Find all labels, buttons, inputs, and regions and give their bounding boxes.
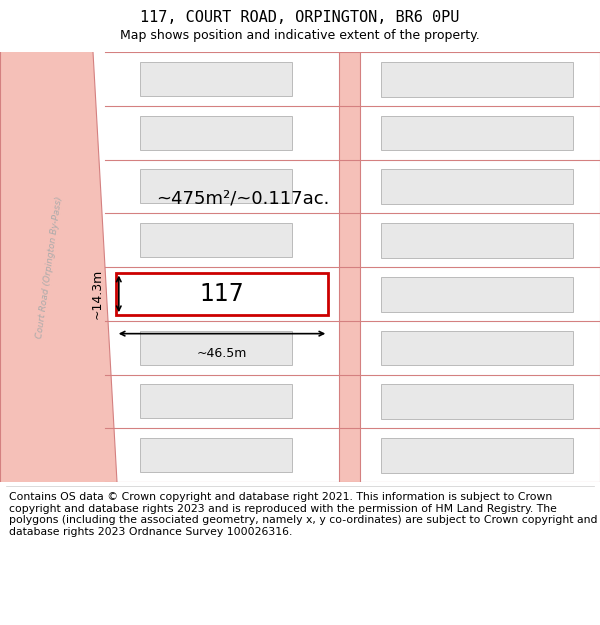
Bar xyxy=(140,331,292,364)
Bar xyxy=(140,438,292,472)
Bar xyxy=(381,277,573,312)
Text: Map shows position and indicative extent of the property.: Map shows position and indicative extent… xyxy=(120,29,480,42)
Text: 117: 117 xyxy=(200,282,244,306)
Bar xyxy=(381,223,573,258)
Bar xyxy=(381,438,573,473)
Text: Contains OS data © Crown copyright and database right 2021. This information is : Contains OS data © Crown copyright and d… xyxy=(9,492,598,537)
Text: 117, COURT ROAD, ORPINGTON, BR6 0PU: 117, COURT ROAD, ORPINGTON, BR6 0PU xyxy=(140,11,460,26)
Bar xyxy=(339,52,360,482)
Bar xyxy=(116,272,328,315)
Bar xyxy=(140,384,292,418)
Bar xyxy=(381,331,573,366)
Bar xyxy=(381,169,573,204)
Text: ~46.5m: ~46.5m xyxy=(197,346,247,359)
Text: ~14.3m: ~14.3m xyxy=(91,269,104,319)
Bar xyxy=(140,169,292,203)
Bar xyxy=(140,223,292,257)
Bar xyxy=(381,62,573,97)
Text: ~475m²/~0.117ac.: ~475m²/~0.117ac. xyxy=(156,189,329,208)
Bar xyxy=(381,384,573,419)
Bar xyxy=(140,116,292,149)
Bar xyxy=(140,62,292,96)
Polygon shape xyxy=(0,52,117,482)
Bar xyxy=(381,116,573,151)
Text: Court Road (Orpington By-Pass): Court Road (Orpington By-Pass) xyxy=(35,196,64,339)
